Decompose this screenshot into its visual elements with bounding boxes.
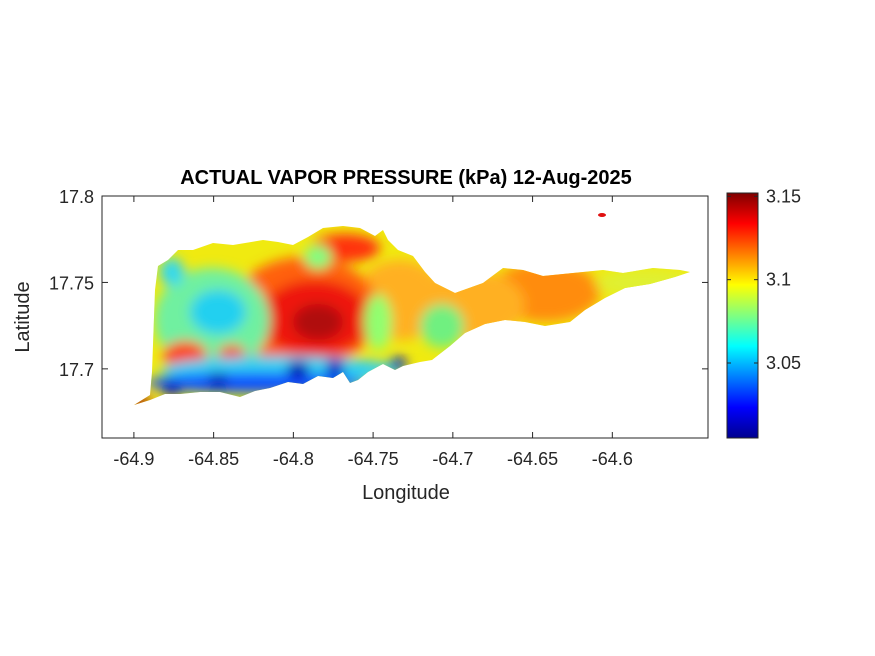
offshore-islet — [598, 213, 606, 217]
x-tick-label: -64.85 — [188, 449, 239, 469]
y-tick-label: 17.8 — [59, 187, 94, 207]
colorbar-tick-label: 3.05 — [766, 353, 801, 373]
chart-title: ACTUAL VAPOR PRESSURE (kPa) 12-Aug-2025 — [180, 167, 632, 189]
center-high-core — [293, 304, 343, 340]
x-tick-label: -64.7 — [432, 449, 473, 469]
northwest-cyan-spot — [160, 258, 184, 286]
low-spot-4 — [326, 359, 344, 377]
colorbar-tick-label: 3.15 — [766, 186, 801, 206]
y-tick-label: 17.7 — [59, 360, 94, 380]
green-band-east — [420, 304, 464, 348]
low-spot-2 — [208, 372, 228, 388]
x-tick-label: -64.8 — [273, 449, 314, 469]
x-tick-label: -64.9 — [113, 449, 154, 469]
x-axis-label: Longitude — [362, 482, 450, 504]
green-band-mid — [364, 294, 392, 350]
colorbar-gradient — [726, 192, 759, 439]
colorbar: 3.05 3.1 3.15 — [726, 186, 801, 439]
x-tick-label: -64.6 — [592, 449, 633, 469]
y-axis-ticks: 17.7 17.75 17.8 — [49, 187, 708, 380]
x-tick-label: -64.75 — [348, 449, 399, 469]
north-green-spot — [304, 245, 332, 269]
y-tick-label: 17.75 — [49, 273, 94, 293]
colorbar-ticks: 3.05 3.1 3.15 — [727, 186, 801, 373]
west-cyan-zone — [190, 290, 246, 334]
x-tick-label: -64.65 — [507, 449, 558, 469]
colorbar-tick-label: 3.1 — [766, 270, 791, 290]
southwest-tip-high — [134, 396, 152, 405]
y-axis-label: Latitude — [12, 281, 34, 352]
low-spot-3 — [287, 361, 309, 379]
x-axis-ticks: -64.9 -64.85 -64.8 -64.75 -64.7 -64.65 -64.6 — [113, 196, 633, 469]
low-spot-1 — [162, 381, 182, 395]
